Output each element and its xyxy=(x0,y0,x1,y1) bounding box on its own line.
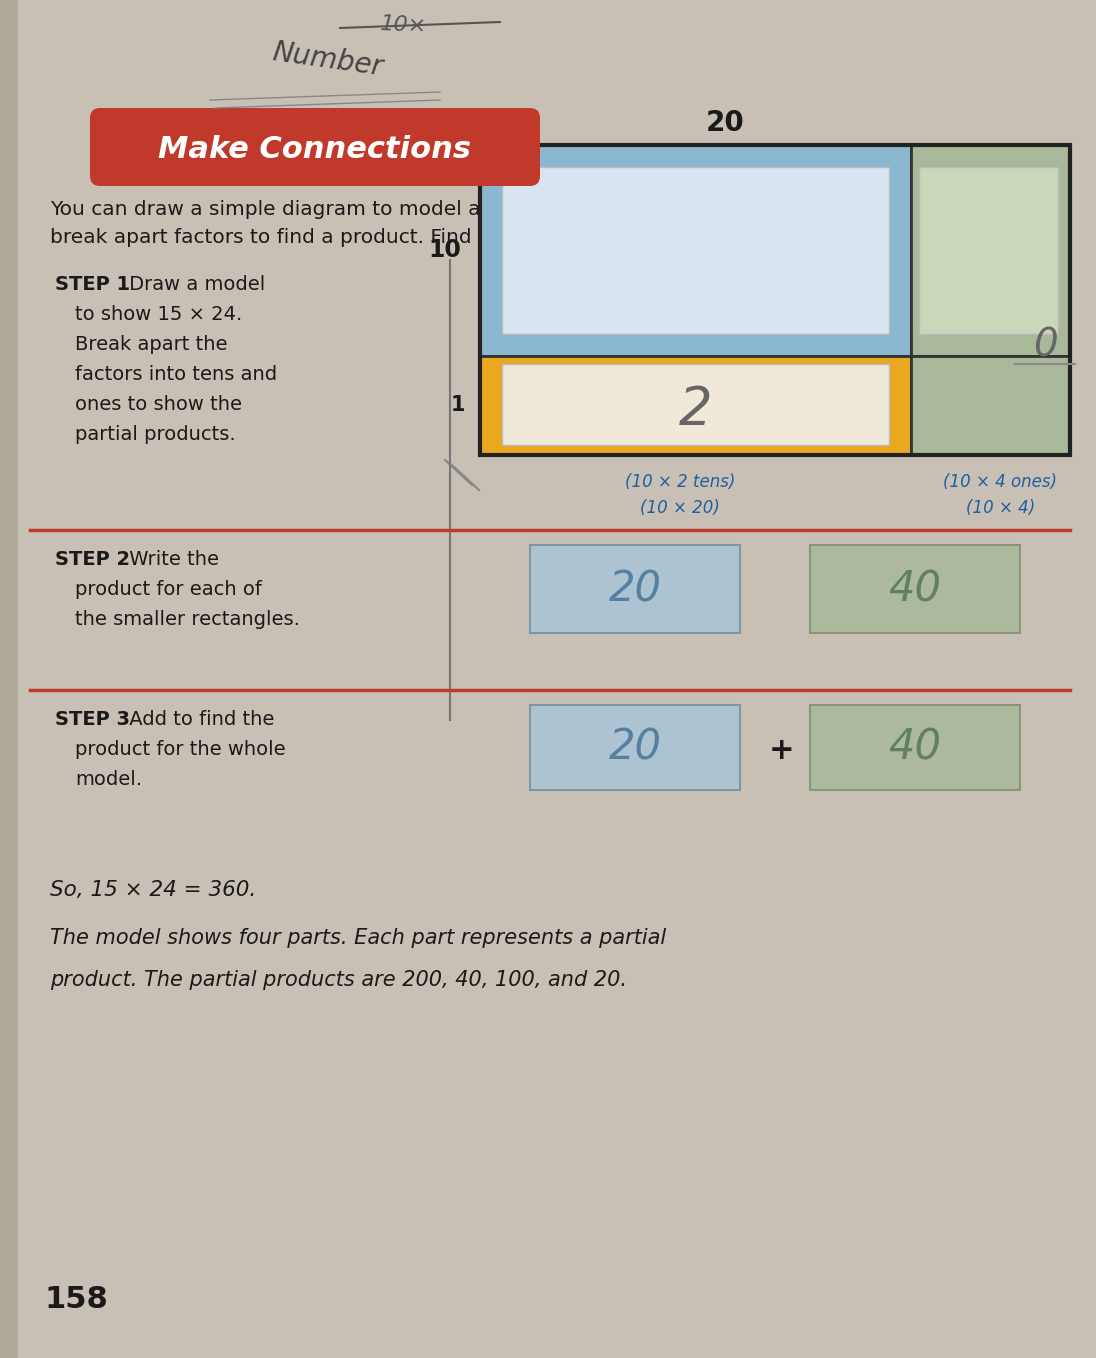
Text: model.: model. xyxy=(75,770,142,789)
Bar xyxy=(918,167,1058,334)
Text: STEP 1: STEP 1 xyxy=(55,276,130,293)
Text: break apart factors to find a product. Find 15 × 24.: break apart factors to find a product. F… xyxy=(50,228,566,247)
Bar xyxy=(502,167,889,334)
Bar xyxy=(480,356,911,455)
Bar xyxy=(480,145,911,356)
Text: (10 × 4): (10 × 4) xyxy=(966,498,1035,517)
Bar xyxy=(530,545,740,633)
Text: Write the: Write the xyxy=(123,550,219,569)
Text: factors into tens and: factors into tens and xyxy=(75,365,277,384)
Text: partial products.: partial products. xyxy=(75,425,236,444)
Text: (10 × 20): (10 × 20) xyxy=(640,498,720,517)
Text: 20: 20 xyxy=(608,727,662,769)
FancyBboxPatch shape xyxy=(90,109,540,186)
Text: 40: 40 xyxy=(889,727,941,769)
Text: So, 15 × 24 = 360.: So, 15 × 24 = 360. xyxy=(50,880,256,900)
Bar xyxy=(0,0,18,1358)
Text: 40: 40 xyxy=(889,568,941,610)
Text: Add to find the: Add to find the xyxy=(123,710,274,729)
Text: product. The partial products are 200, 40, 100, and 20.: product. The partial products are 200, 4… xyxy=(50,970,627,990)
Text: 10: 10 xyxy=(429,239,461,262)
Text: +: + xyxy=(769,736,795,765)
Text: The model shows four parts. Each part represents a partial: The model shows four parts. Each part re… xyxy=(50,928,666,948)
Bar xyxy=(911,356,1070,455)
Text: 158: 158 xyxy=(45,1286,109,1315)
Text: STEP 2: STEP 2 xyxy=(55,550,130,569)
Bar xyxy=(810,705,1020,790)
Text: 10×: 10× xyxy=(380,14,427,37)
Text: Break apart the: Break apart the xyxy=(75,335,228,354)
Bar xyxy=(911,145,1070,356)
Text: 2: 2 xyxy=(678,384,712,436)
Text: 20: 20 xyxy=(706,109,744,137)
Text: (10 × 2 tens): (10 × 2 tens) xyxy=(625,473,735,492)
Text: 0: 0 xyxy=(1032,327,1058,365)
Text: Number: Number xyxy=(270,38,385,81)
Text: ones to show the: ones to show the xyxy=(75,395,242,414)
Text: product for the whole: product for the whole xyxy=(75,740,286,759)
Text: to show 15 × 24.: to show 15 × 24. xyxy=(75,306,242,325)
Text: Make Connections: Make Connections xyxy=(159,134,471,163)
Text: You can draw a simple diagram to model and: You can draw a simple diagram to model a… xyxy=(50,200,506,219)
Bar xyxy=(810,545,1020,633)
Bar xyxy=(480,145,1070,455)
Bar xyxy=(530,705,740,790)
Text: 20: 20 xyxy=(608,568,662,610)
Text: the smaller rectangles.: the smaller rectangles. xyxy=(75,610,300,629)
Text: (10 × 4 ones): (10 × 4 ones) xyxy=(944,473,1058,492)
Text: STEP 3: STEP 3 xyxy=(55,710,130,729)
Text: 1: 1 xyxy=(450,395,465,416)
Text: product for each of: product for each of xyxy=(75,580,262,599)
Text: Draw a model: Draw a model xyxy=(123,276,265,293)
Bar xyxy=(502,364,889,445)
